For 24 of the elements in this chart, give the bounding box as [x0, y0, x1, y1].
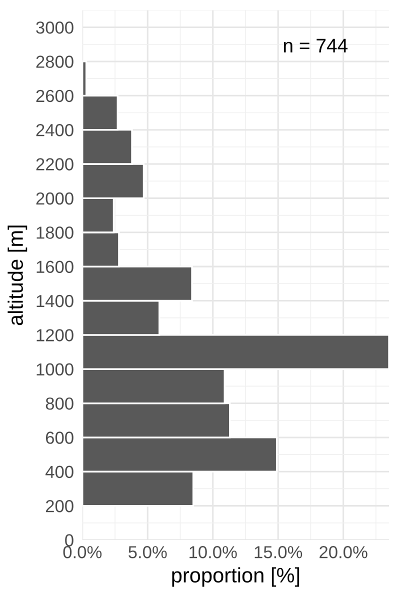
- y-tick-label: 2600: [36, 90, 74, 102]
- y-tick-label: 1200: [36, 329, 74, 342]
- y-tick-label: 1400: [36, 294, 74, 308]
- x-axis-title: proportion [%]: [172, 567, 300, 587]
- y-tick-label: 800: [46, 397, 74, 410]
- y-tick-label: 2000: [36, 192, 74, 205]
- x-tick-label: 10.0%: [190, 546, 237, 558]
- x-tick-label: 5.0%: [128, 546, 167, 558]
- y-tick-label: 400: [46, 466, 74, 478]
- y-tick-label: 1800: [36, 226, 74, 239]
- y-axis-title: altitude [m]: [8, 226, 28, 326]
- y-tick-label: 200: [46, 500, 74, 512]
- x-tick-label: 15.0%: [254, 546, 302, 558]
- y-tick-label: 2200: [36, 158, 74, 170]
- x-tick-label: 20.0%: [320, 546, 368, 558]
- y-tick-label: 2800: [36, 56, 74, 68]
- y-tick-label: 600: [46, 432, 74, 444]
- annotation: n = 744: [284, 38, 348, 52]
- y-tick-label: 3000: [36, 21, 74, 34]
- x-tick-label: 0.0%: [63, 546, 102, 558]
- y-tick-label: 2400: [36, 124, 74, 136]
- y-tick-label: 1000: [36, 363, 74, 376]
- y-tick-label: 1600: [36, 260, 74, 274]
- y-tick-label: 0: [65, 534, 74, 546]
